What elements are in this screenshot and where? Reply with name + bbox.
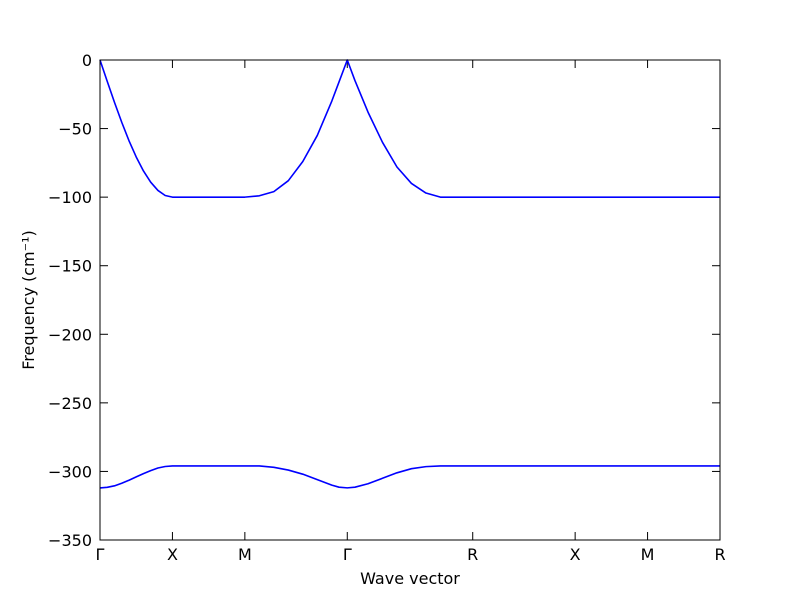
y-tick-label: 0 xyxy=(82,51,92,70)
x-tick-label: M xyxy=(238,545,252,564)
y-tick-label: −50 xyxy=(58,120,92,139)
band-line xyxy=(99,465,720,489)
x-axis-label: Wave vector xyxy=(360,569,460,588)
x-tick-label: X xyxy=(570,545,581,564)
x-tick-label: Γ xyxy=(96,545,105,564)
x-tick-label: Γ xyxy=(343,545,352,564)
y-tick-label: −350 xyxy=(48,531,92,550)
y-tick-label: −200 xyxy=(48,325,92,344)
band-line xyxy=(99,59,720,198)
y-tick-label: −250 xyxy=(48,394,92,413)
y-tick-label: −300 xyxy=(48,462,92,481)
plot-frame xyxy=(99,59,721,541)
x-tick-label: M xyxy=(641,545,655,564)
y-tick-label: −150 xyxy=(48,257,92,276)
x-tick-label: X xyxy=(167,545,178,564)
x-tick-label: R xyxy=(714,545,725,564)
y-axis-label: Frequency (cm⁻¹) xyxy=(19,230,38,369)
y-tick-label: −100 xyxy=(48,188,92,207)
x-tick-label: R xyxy=(467,545,478,564)
